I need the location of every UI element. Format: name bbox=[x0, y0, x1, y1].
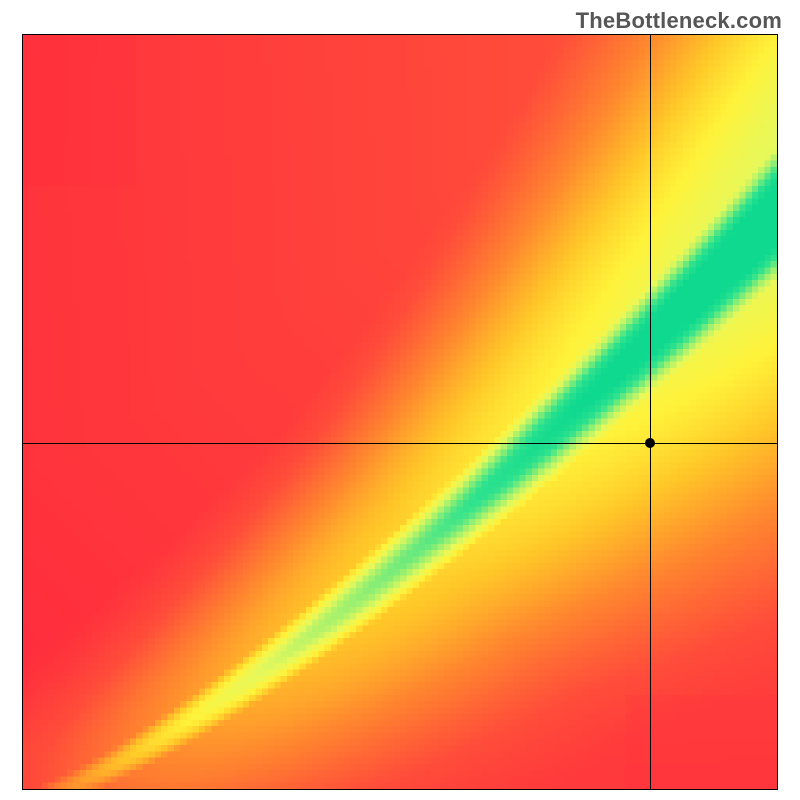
heatmap-canvas bbox=[23, 35, 777, 789]
heatmap-chart bbox=[22, 34, 778, 790]
crosshair-vertical-line bbox=[650, 35, 651, 789]
crosshair-horizontal-line bbox=[23, 443, 777, 444]
watermark-text: TheBottleneck.com bbox=[576, 8, 782, 34]
crosshair-marker-dot bbox=[645, 438, 655, 448]
